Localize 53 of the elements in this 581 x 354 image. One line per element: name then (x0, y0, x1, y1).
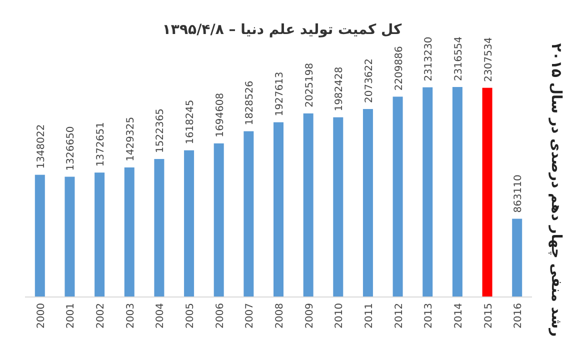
data-label: 2025198 (304, 62, 316, 108)
bar (154, 158, 164, 297)
bar (482, 88, 492, 297)
x-tick-label: 2016 (513, 303, 524, 328)
bar (94, 172, 105, 297)
x-tick-label: 2005 (185, 303, 196, 328)
x-tick-label: 2002 (96, 303, 107, 328)
data-label: 1694608 (214, 92, 226, 138)
x-tick-label: 2008 (274, 303, 286, 328)
data-label: 1618245 (185, 100, 196, 144)
x-tick-label: 2007 (244, 303, 256, 328)
bar (184, 150, 194, 297)
bar (244, 131, 254, 297)
data-label: 1927613 (274, 72, 286, 116)
x-tick-label: 2015 (483, 303, 494, 328)
x-tick-label: 2013 (424, 303, 435, 328)
bar (422, 87, 433, 297)
data-label: 2073622 (364, 58, 375, 104)
x-tick-label: 2009 (304, 303, 316, 328)
x-tick-label: 2004 (155, 303, 166, 328)
bar (333, 117, 344, 297)
data-label: 1522365 (155, 108, 166, 153)
x-tick-label: 2014 (453, 303, 464, 328)
bar (64, 176, 75, 297)
data-label: 1982428 (334, 66, 346, 112)
bar (303, 113, 314, 297)
bar (34, 174, 45, 297)
x-tick-label: 2006 (214, 303, 226, 328)
bar (392, 96, 403, 297)
x-tick-label: 2012 (394, 303, 405, 328)
bar (274, 122, 284, 297)
bar (124, 167, 134, 297)
x-tick-label: 2010 (334, 303, 346, 328)
x-tick-label: 2003 (125, 303, 136, 328)
data-label: 2209886 (394, 46, 405, 91)
data-label: 2316554 (453, 36, 464, 81)
x-tick-label: 2001 (66, 303, 77, 328)
data-label: 863110 (513, 174, 524, 213)
data-label: 1326650 (66, 126, 77, 171)
data-label: 2313230 (424, 36, 435, 82)
chart-title: کل کمیت تولید علم دنیا – ۱۳۹۵/۴/۸ (162, 22, 402, 38)
x-tick-label: 2011 (364, 303, 375, 328)
data-label: 1348022 (36, 124, 47, 169)
bar (362, 109, 373, 297)
bar (512, 218, 522, 297)
data-label: 1372651 (96, 122, 107, 167)
data-label: 1429325 (125, 116, 136, 162)
data-label: 1828526 (244, 80, 256, 126)
x-tick-label: 2000 (36, 303, 47, 328)
bar (214, 143, 224, 297)
bar (452, 87, 462, 297)
data-label: 2307534 (483, 37, 494, 82)
text: رشد منفی چهار دهم درصدی در سال ۲۰۱۵ (548, 43, 564, 337)
